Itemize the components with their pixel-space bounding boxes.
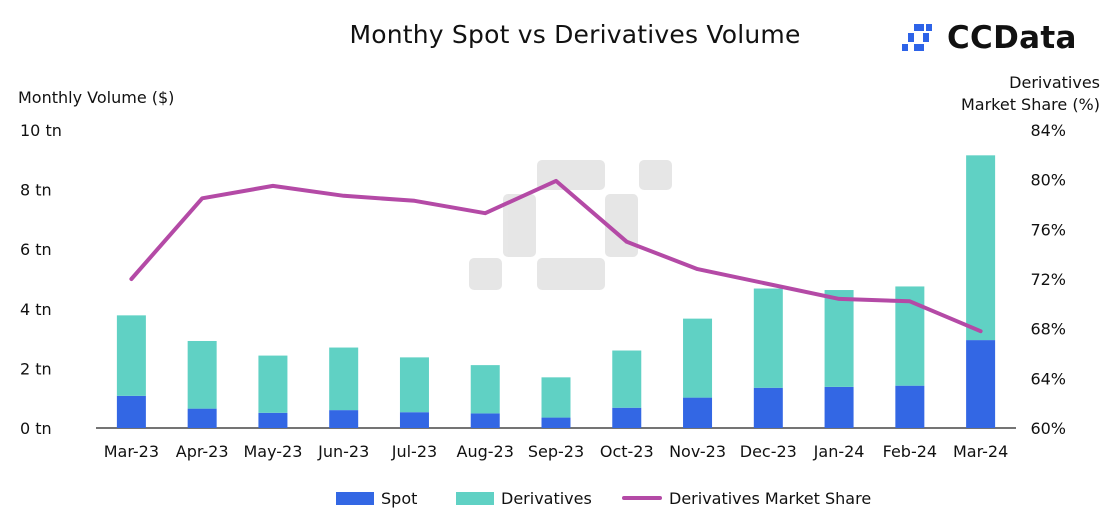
y-tick-label: 8 tn: [20, 181, 52, 200]
bar-spot-oct-23: [612, 407, 642, 428]
y2-axis-label-line2: Market Share (%): [960, 95, 1100, 114]
bar-spot-feb-24: [895, 385, 925, 428]
y2-axis-label: Derivatives Market Share (%): [940, 72, 1100, 116]
y2-tick-label: 72%: [1030, 270, 1066, 289]
bar-spot-mar-24: [966, 340, 996, 428]
bar-spot-may-23: [258, 412, 288, 428]
legend-item-derivatives: Derivatives: [456, 487, 592, 509]
x-tick-label: Mar-24: [953, 442, 1008, 461]
y-tick-label: 2 tn: [20, 359, 52, 378]
bar-spot-sep-23: [541, 417, 571, 428]
y2-tick-label: 68%: [1030, 320, 1066, 339]
bar-derivatives-oct-23: [612, 350, 642, 408]
y2-tick-label: 76%: [1030, 220, 1066, 239]
bar-derivatives-may-23: [258, 355, 288, 413]
bar-spot-dec-23: [753, 387, 783, 428]
bar-spot-jan-24: [824, 386, 854, 428]
bar-derivatives-mar-23: [116, 315, 146, 396]
x-tick-label: Apr-23: [176, 442, 229, 461]
y-tick-label: 4 tn: [20, 300, 52, 319]
brand-name: CCData: [947, 20, 1077, 56]
y-axis-label: Monthly Volume ($): [18, 88, 175, 107]
bar-derivatives-sep-23: [541, 377, 571, 418]
bar-spot-mar-23: [116, 395, 146, 428]
chart-title: Monthy Spot vs Derivatives Volume: [349, 20, 801, 49]
x-tick-label: Jun-23: [317, 442, 369, 461]
bar-spot-apr-23: [187, 408, 217, 428]
legend-label-derivatives: Derivatives: [501, 488, 592, 508]
y-tick-label: 10 tn: [20, 121, 62, 140]
bar-spot-nov-23: [683, 397, 713, 428]
bar-derivatives-mar-24: [966, 155, 996, 341]
bar-derivatives-jul-23: [399, 357, 429, 413]
y-tick-label: 0 tn: [20, 419, 52, 438]
y2-axis-label-line1: Derivatives: [1009, 73, 1100, 92]
y-tick-label: 6 tn: [20, 240, 52, 259]
bar-derivatives-dec-23: [753, 288, 783, 388]
legend-swatch-market-share: [622, 496, 662, 500]
brand-logo: CCData: [898, 18, 1077, 58]
watermark-logo: [469, 160, 672, 290]
bar-derivatives-aug-23: [470, 365, 500, 414]
y2-tick-label: 60%: [1030, 419, 1066, 438]
bar-derivatives-jan-24: [824, 290, 854, 387]
y2-tick-label: 64%: [1030, 369, 1066, 388]
y2-tick-label: 84%: [1030, 121, 1066, 140]
x-tick-label: May-23: [243, 442, 302, 461]
x-tick-label: Mar-23: [104, 442, 159, 461]
legend-swatch-spot: [336, 491, 374, 505]
x-tick-label: Sep-23: [528, 442, 584, 461]
bar-spot-jul-23: [399, 412, 429, 428]
legend-item-market-share: Derivatives Market Share: [622, 487, 871, 509]
legend-label-market-share: Derivatives Market Share: [669, 488, 872, 508]
y2-tick-label: 80%: [1030, 171, 1066, 190]
legend-item-spot: Spot: [336, 487, 417, 509]
legend-label-spot: Spot: [381, 488, 418, 508]
bar-derivatives-jun-23: [329, 347, 359, 411]
chart-legend: Spot Derivatives Derivatives Market Shar…: [0, 487, 1120, 509]
x-tick-label: Oct-23: [600, 442, 654, 461]
x-tick-label: Jan-24: [813, 442, 865, 461]
bar-derivatives-nov-23: [683, 318, 713, 398]
x-tick-label: Nov-23: [669, 442, 726, 461]
x-tick-label: Feb-24: [883, 442, 937, 461]
x-tick-label: Dec-23: [740, 442, 797, 461]
bar-spot-aug-23: [470, 413, 500, 428]
ccdata-logo-icon: [902, 24, 932, 51]
bar-derivatives-apr-23: [187, 340, 217, 409]
bar-spot-jun-23: [329, 410, 359, 428]
x-tick-label: Jul-23: [391, 442, 437, 461]
x-tick-label: Aug-23: [457, 442, 514, 461]
legend-swatch-derivatives: [456, 491, 494, 505]
